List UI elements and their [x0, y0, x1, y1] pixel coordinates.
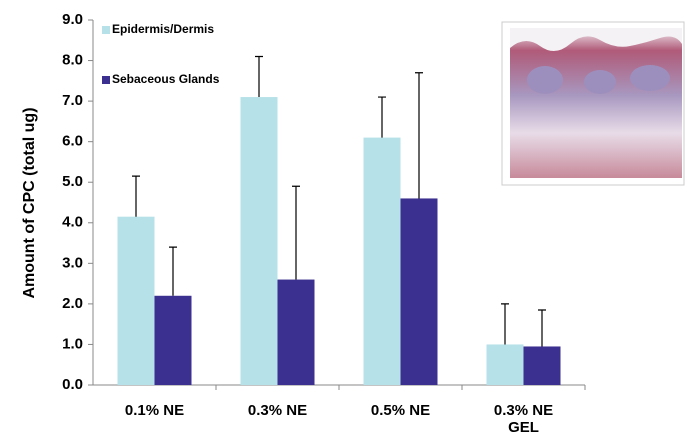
y-tick-label: 8.0	[62, 52, 83, 69]
chart: Amount of CPC (total ug) 0.0 1.0 2.0 3.0 4.0…	[0, 0, 686, 447]
x-tick-label: 0.5% NE	[359, 402, 443, 419]
error-bar	[132, 176, 140, 217]
error-bar	[415, 73, 423, 199]
bar	[155, 296, 192, 385]
error-bar	[255, 57, 263, 98]
bar	[487, 344, 524, 385]
y-tick-label: 5.0	[62, 173, 83, 190]
bar	[364, 138, 401, 385]
bar	[401, 198, 438, 385]
bar	[524, 346, 561, 385]
y-tick-label: 7.0	[62, 92, 83, 109]
bar	[278, 280, 315, 385]
y-tick-label: 3.0	[62, 254, 83, 271]
error-bar	[501, 304, 509, 345]
x-tick-label: 0.3% NE	[236, 402, 320, 419]
error-bar	[292, 186, 300, 279]
y-tick-label: 1.0	[62, 335, 83, 352]
inset-image	[510, 28, 682, 178]
legend-swatch	[102, 76, 110, 84]
legend-swatch	[102, 26, 110, 34]
bar	[241, 97, 278, 385]
y-tick-label: 6.0	[62, 133, 83, 150]
error-bar	[538, 310, 546, 347]
y-tick-label: 2.0	[62, 295, 83, 312]
error-bar	[169, 247, 177, 296]
error-bar	[378, 97, 386, 138]
y-axis-label: Amount of CPC (total ug)	[21, 107, 38, 298]
y-tick-label: 4.0	[62, 214, 83, 231]
bar	[118, 217, 155, 385]
page: Amount of CPC (total ug) 0.0 1.0 2.0 3.0 4.0…	[0, 0, 686, 447]
inset-detail	[630, 65, 670, 91]
legend-label: Sebaceous Glands	[112, 72, 220, 86]
inset-detail	[584, 70, 616, 94]
x-tick-label: 0.3% NE GEL	[482, 402, 566, 436]
x-tick-label: 0.1% NE	[113, 402, 197, 419]
legend-label: Epidermis/Dermis	[112, 22, 214, 36]
inset-detail	[527, 66, 563, 94]
y-tick-label: 9.0	[62, 11, 83, 28]
y-tick-label: 0.0	[62, 376, 83, 393]
histology-inset	[502, 22, 684, 185]
